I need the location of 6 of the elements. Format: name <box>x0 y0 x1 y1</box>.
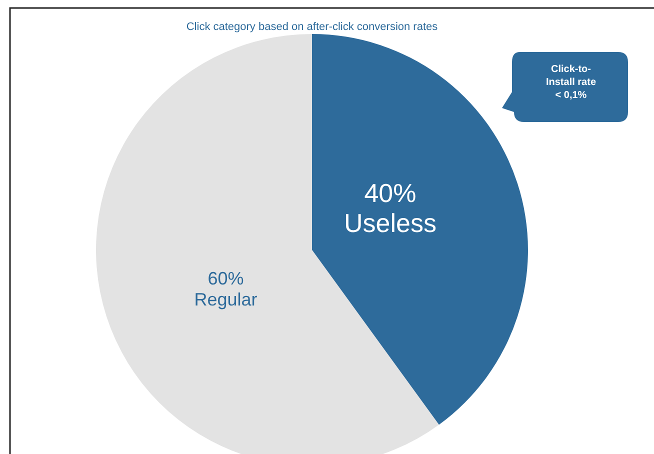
text: Click-to- Install rate < 0,1% <box>546 64 596 101</box>
slice-label: Regular <box>194 289 258 310</box>
data-label: 40% <box>364 178 416 208</box>
data-label: 60% <box>208 268 244 289</box>
chart-title: Click category based on after-click conversion rates <box>186 21 438 33</box>
slice-label: Useless <box>344 208 436 238</box>
